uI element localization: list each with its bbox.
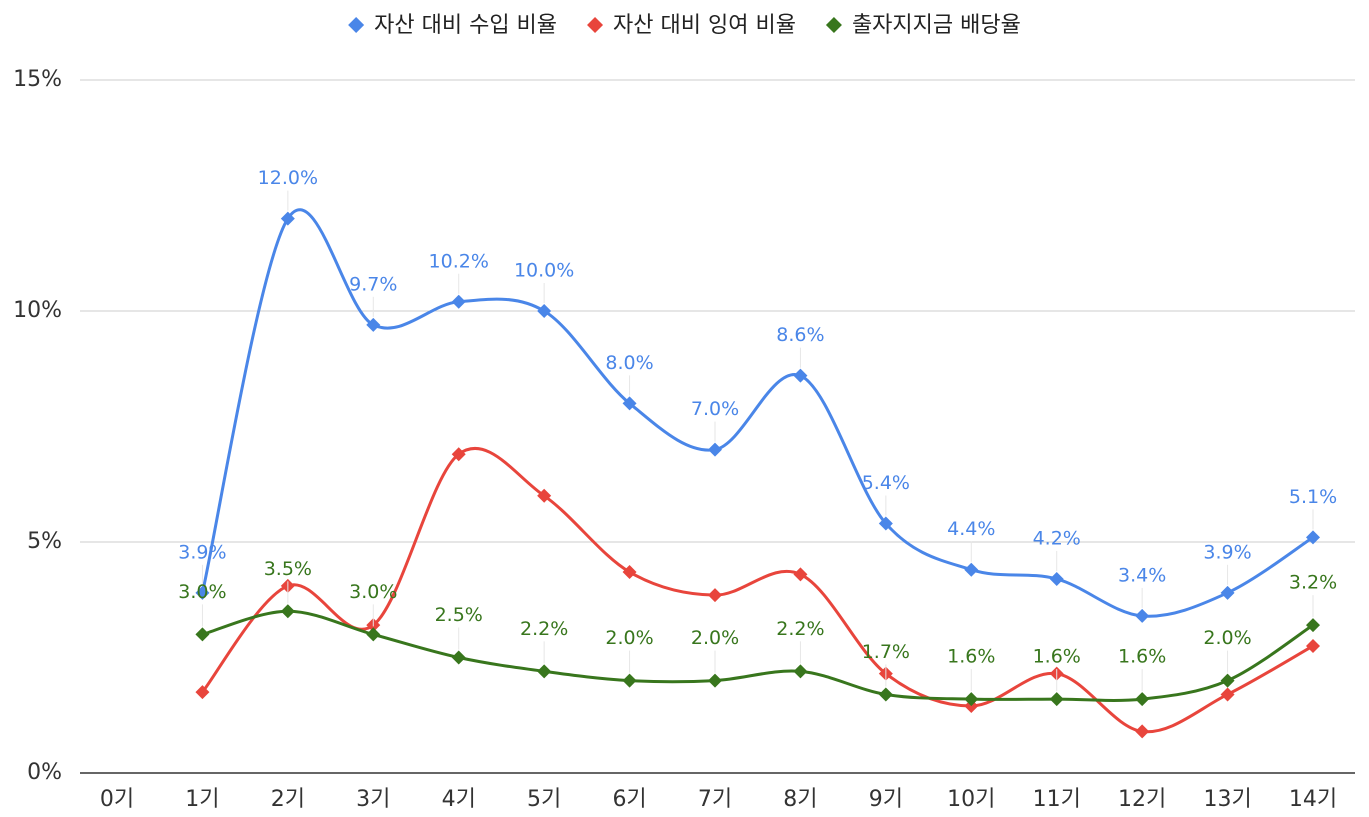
- data-point: [793, 368, 808, 383]
- data-label: 10.0%: [514, 260, 574, 282]
- data-point: [1306, 530, 1320, 545]
- legend-marker: [587, 17, 604, 33]
- data-point: [195, 627, 210, 642]
- data-point: [622, 673, 637, 688]
- x-tick-label: 11기: [1033, 787, 1081, 812]
- data-point: [793, 664, 808, 679]
- data-point: [964, 562, 979, 577]
- data-label: 2.2%: [776, 618, 824, 640]
- data-point: [622, 565, 637, 580]
- legend-label: 자산 대비 잉여 비율: [613, 13, 796, 38]
- data-label: 7.0%: [691, 398, 739, 420]
- data-point: [1049, 571, 1064, 586]
- data-label: 1.7%: [862, 641, 910, 663]
- data-label: 4.4%: [947, 518, 995, 540]
- data-label: 1.6%: [1033, 646, 1081, 668]
- data-label: 10.2%: [429, 250, 489, 272]
- data-point: [1220, 673, 1235, 688]
- data-point: [622, 396, 637, 411]
- data-point: [1220, 687, 1235, 702]
- data-label: 4.2%: [1033, 527, 1081, 549]
- x-tick-label: 0기: [100, 787, 134, 812]
- x-tick-label: 14기: [1289, 787, 1337, 812]
- data-label: 3.4%: [1118, 564, 1166, 586]
- x-tick-label: 2기: [271, 787, 305, 812]
- data-point: [537, 488, 552, 503]
- y-tick-label: 0%: [27, 760, 62, 785]
- legend-item: 출자지지금 배당율: [825, 13, 1021, 38]
- legend-label: 출자지지금 배당율: [852, 13, 1021, 38]
- data-point: [195, 585, 210, 600]
- data-label: 8.0%: [605, 352, 653, 374]
- legend: 자산 대비 수입 비율 자산 대비 잉여 비율 출자지지금 배당율: [348, 13, 1021, 38]
- x-tick-label: 9기: [869, 787, 903, 812]
- y-tick-label: 5%: [27, 529, 62, 554]
- data-label: 8.6%: [776, 324, 824, 346]
- x-tick-label: 1기: [185, 787, 219, 812]
- legend-item: 자산 대비 잉여 비율: [587, 13, 796, 38]
- y-tick-label: 10%: [13, 298, 62, 323]
- data-label: 3.9%: [1203, 541, 1251, 563]
- data-label: 3.9%: [178, 541, 226, 563]
- data-point: [1135, 692, 1150, 707]
- data-label: 3.5%: [264, 558, 312, 580]
- data-point: [537, 304, 552, 318]
- data-label: 3.0%: [349, 581, 397, 603]
- data-point: [195, 685, 210, 700]
- data-point: [793, 567, 808, 582]
- data-point: [1135, 608, 1150, 623]
- data-point: [537, 664, 552, 679]
- data-point: [451, 650, 466, 665]
- data-label: 3.0%: [178, 581, 226, 603]
- series-line: [200, 208, 1314, 618]
- data-point: [1306, 618, 1320, 633]
- data-point: [366, 627, 381, 642]
- y-tick-label: 15%: [13, 67, 62, 92]
- data-label: 3.2%: [1289, 572, 1337, 594]
- x-tick-label: 12기: [1118, 787, 1166, 812]
- x-tick-label: 4기: [442, 787, 476, 812]
- data-label: 1.6%: [1118, 646, 1166, 668]
- x-tick-label: 13기: [1203, 787, 1251, 812]
- data-point: [1220, 585, 1235, 600]
- x-tick-label: 3기: [356, 787, 390, 812]
- data-label: 1.6%: [947, 646, 995, 668]
- data-label: 2.2%: [520, 618, 568, 640]
- data-point: [280, 604, 295, 619]
- data-point: [708, 673, 722, 688]
- legend-label: 자산 대비 수입 비율: [374, 13, 557, 38]
- data-point: [1306, 638, 1320, 653]
- data-point: [878, 687, 893, 702]
- data-label: 2.0%: [1203, 627, 1251, 649]
- data-label: 12.0%: [258, 167, 318, 189]
- data-label: 5.4%: [862, 472, 910, 494]
- legend-marker: [825, 17, 842, 33]
- x-tick-label: 7기: [698, 787, 732, 812]
- data-label: 9.7%: [349, 273, 397, 295]
- data-point: [451, 294, 466, 309]
- legend-item: 자산 대비 수입 비율: [348, 13, 557, 38]
- data-point: [878, 516, 893, 531]
- data-label: 2.0%: [605, 627, 653, 649]
- data-point: [964, 692, 979, 707]
- data-point: [280, 211, 295, 226]
- x-tick-label: 6기: [612, 787, 646, 812]
- data-point: [366, 317, 381, 332]
- data-point: [1049, 692, 1064, 707]
- data-label: 5.1%: [1289, 486, 1337, 508]
- data-point: [708, 588, 722, 603]
- data-label: 2.0%: [691, 627, 739, 649]
- data-point: [708, 442, 722, 457]
- legend-marker: [348, 17, 365, 33]
- data-point: [451, 447, 466, 462]
- data-point: [1135, 724, 1150, 739]
- x-tick-label: 8기: [783, 787, 817, 812]
- x-tick-label: 10기: [947, 787, 995, 812]
- data-label: 2.5%: [435, 604, 483, 626]
- x-tick-label: 5기: [527, 787, 561, 812]
